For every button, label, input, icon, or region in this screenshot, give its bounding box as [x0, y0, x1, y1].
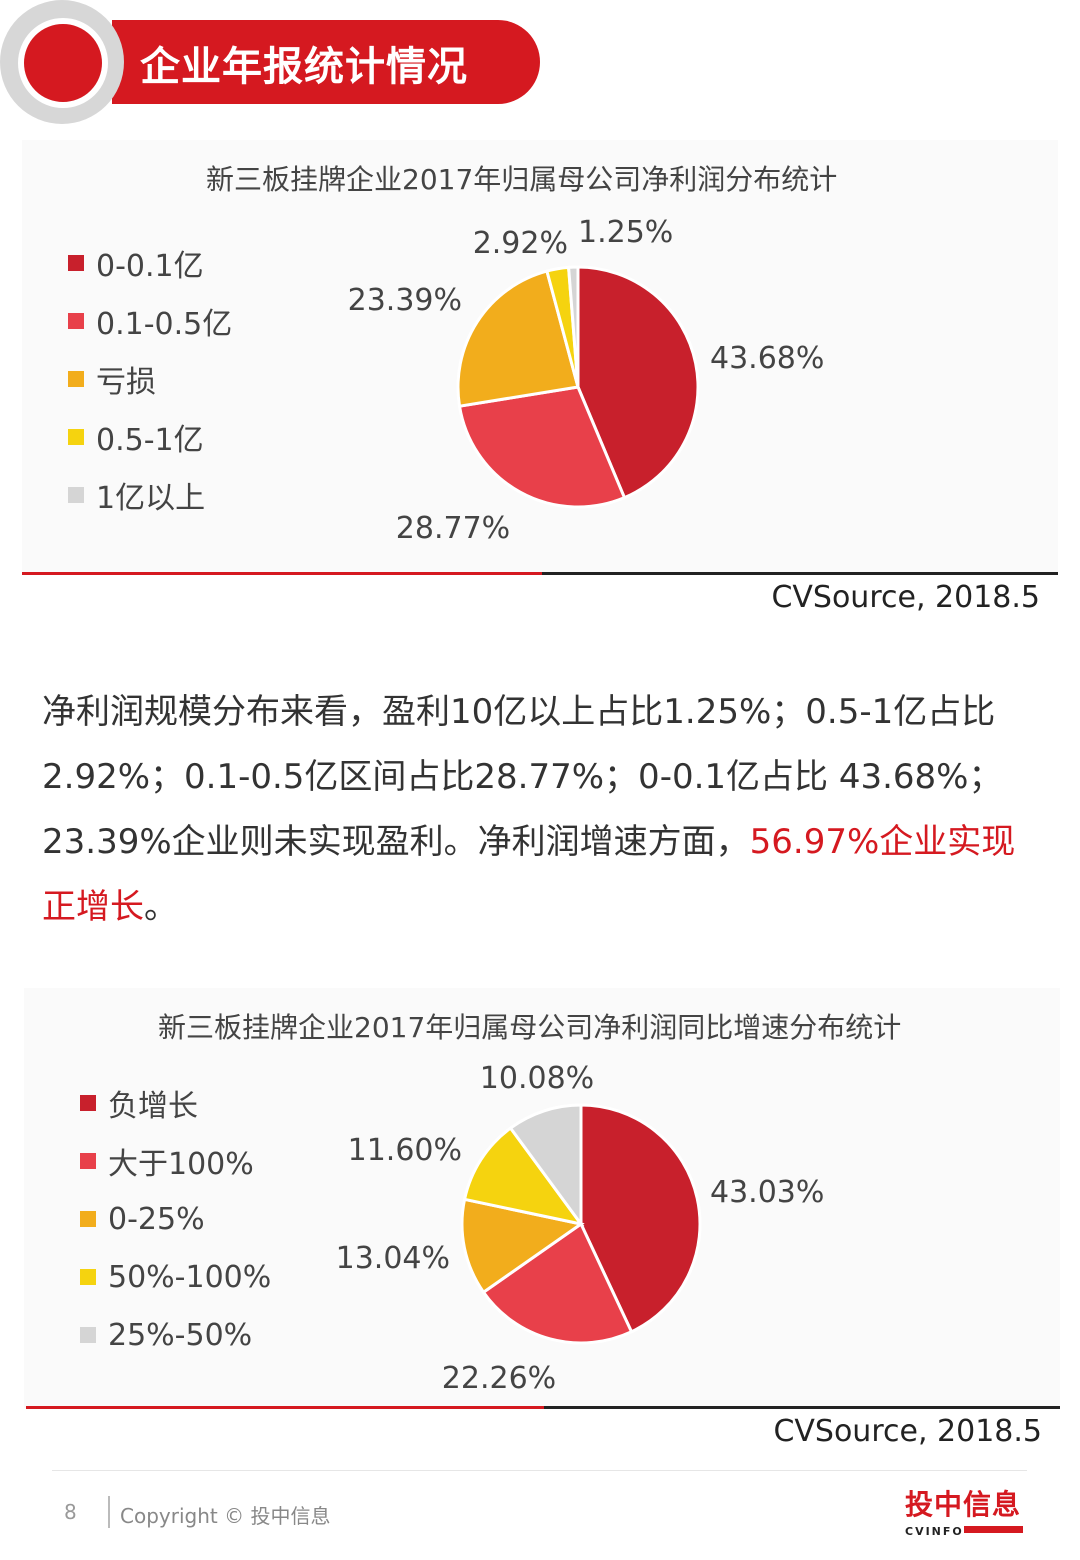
- header-band: [112, 20, 540, 104]
- legend-item: 50%-100%: [80, 1248, 271, 1306]
- legend-label: 0-0.1亿: [96, 249, 204, 284]
- page-title: 企业年报统计情况: [140, 44, 468, 90]
- chart1-source: CVSource, 2018.5: [771, 580, 1040, 615]
- legend-item: 25%-50%: [80, 1306, 271, 1364]
- legend-item: 亏损: [68, 350, 232, 408]
- legend-swatch: [80, 1211, 96, 1227]
- legend-item: 大于100%: [80, 1132, 271, 1190]
- chart1-title: 新三板挂牌企业2017年归属母公司净利润分布统计: [206, 163, 838, 196]
- chart2-source: CVSource, 2018.5: [773, 1414, 1042, 1449]
- header-circle-dot: [18, 18, 108, 108]
- legend-item: 0.5-1亿: [68, 408, 232, 466]
- legend-item: 0.1-0.5亿: [68, 292, 232, 350]
- chart1-rule-red: [22, 572, 542, 575]
- chart2-rule-red: [26, 1406, 544, 1409]
- footer-divider: [52, 1470, 1027, 1471]
- legend-label: 负增长: [108, 1089, 198, 1124]
- legend-label: 25%-50%: [108, 1317, 253, 1353]
- legend-swatch: [68, 429, 84, 445]
- logo-sub-text: CVINFO: [905, 1525, 964, 1538]
- legend-swatch: [68, 313, 84, 329]
- summary-paragraph: 净利润规模分布来看，盈利10亿以上占比1.25%；0.5-1亿占比2.92%；0…: [42, 680, 1042, 940]
- legend-item: 0-25%: [80, 1190, 271, 1248]
- legend-swatch: [80, 1153, 96, 1169]
- legend-item: 负增长: [80, 1074, 271, 1132]
- chart1-rule-dark: [542, 572, 1058, 575]
- chart2-legend: 负增长大于100% 0-25% 50%-100% 25%-50%: [80, 1074, 271, 1364]
- legend-label: 0.5-1亿: [96, 423, 204, 458]
- legend-item: 1亿以上: [68, 466, 232, 524]
- chart2-title: 新三板挂牌企业2017年归属母公司净利润同比增速分布统计: [158, 1011, 902, 1044]
- legend-label: 大于100%: [108, 1147, 254, 1182]
- footer-separator: [108, 1496, 110, 1528]
- legend-swatch: [68, 371, 84, 387]
- legend-label: 0.1-0.5亿: [96, 307, 233, 342]
- copyright-text: Copyright © 投中信息: [120, 1504, 331, 1528]
- legend-swatch: [80, 1095, 96, 1111]
- summary-text: 净利润规模分布来看，盈利10亿以上占比1.25%；0.5-1亿占比2.92%；0…: [42, 692, 1003, 862]
- legend-swatch: [80, 1327, 96, 1343]
- legend-label: 亏损: [96, 365, 156, 400]
- legend-label: 1亿以上: [96, 481, 206, 516]
- legend-swatch: [68, 487, 84, 503]
- legend-label: 0-25%: [108, 1201, 205, 1237]
- summary-highlight: 56.97%企业实现正增长: [42, 822, 1016, 927]
- chart2-rule-dark: [544, 1406, 1060, 1409]
- logo-main-text: 投中信息: [905, 1488, 1022, 1521]
- legend-label: 50%-100%: [108, 1259, 272, 1295]
- legend-swatch: [68, 255, 84, 271]
- header-circle-icon: [0, 0, 124, 124]
- summary-end: 。: [144, 887, 178, 927]
- chart1-legend: 0-0.1亿 0.1-0.5亿 亏损 0.5-1亿 1亿以上: [68, 234, 232, 524]
- legend-item: 0-0.1亿: [68, 234, 232, 292]
- logo-bar: [955, 1526, 1023, 1533]
- page-number: 8: [64, 1500, 77, 1524]
- legend-swatch: [80, 1269, 96, 1285]
- cvinfo-logo: 投中信息 CVINFO: [905, 1490, 1025, 1538]
